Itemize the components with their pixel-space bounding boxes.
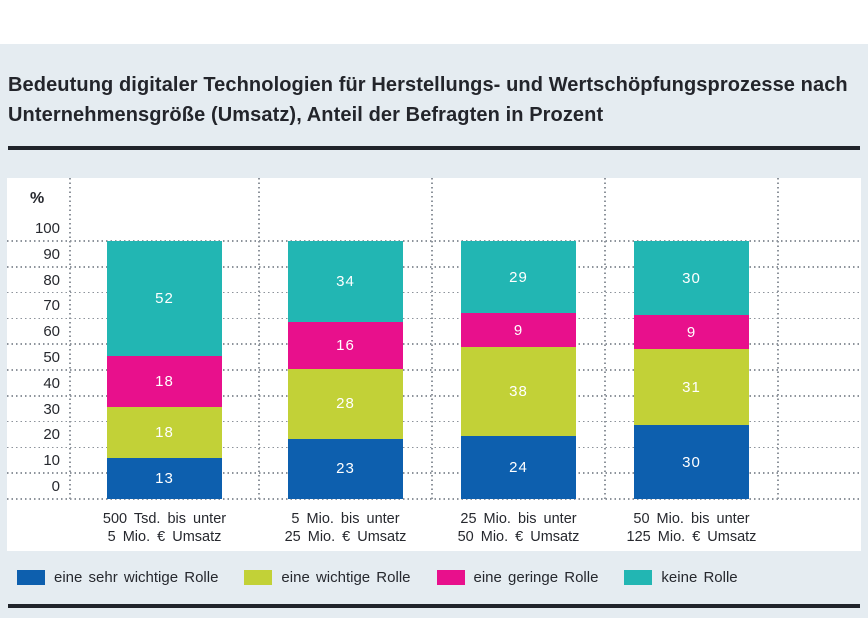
- legend-label: eine geringe Rolle: [473, 569, 599, 586]
- legend-swatch: [624, 570, 653, 585]
- gridline-h: [7, 472, 861, 474]
- bar-value-label: 31: [682, 378, 701, 396]
- chart-title: Bedeutung digitaler Technologien für Her…: [8, 70, 848, 130]
- gridline-v: [777, 178, 779, 499]
- bar-segment: 30: [634, 241, 749, 315]
- legend-swatch: [436, 570, 465, 585]
- legend-item: eine sehr wichtige Rolle: [17, 569, 218, 586]
- bar-value-label: 13: [155, 469, 174, 487]
- bar-segment: 34: [288, 241, 403, 322]
- stacked-bar: 13 18 18 52: [107, 241, 222, 499]
- stacked-bar: 24 38 9 29: [461, 241, 576, 499]
- y-axis-unit-label: %: [30, 190, 45, 207]
- y-tick-label: 40: [43, 374, 60, 392]
- y-tick-label: 30: [43, 400, 60, 418]
- bar-segment: 9: [461, 313, 576, 348]
- bar-value-label: 18: [155, 372, 174, 390]
- bar-value-label: 23: [336, 460, 355, 478]
- gridline-h: [7, 369, 861, 371]
- stacked-bar: 23 28 16 34: [288, 241, 403, 499]
- bar-segment: 18: [107, 355, 222, 407]
- bar-segment: 16: [288, 321, 403, 370]
- legend-label: eine wichtige Rolle: [281, 569, 411, 586]
- category-label-line: 25 Mio. € Umsatz: [284, 528, 407, 545]
- bar-value-label: 34: [336, 272, 355, 290]
- bar-value-label: 30: [682, 453, 701, 471]
- gridline-h: [7, 291, 861, 294]
- y-tick-label: 70: [43, 297, 60, 315]
- category-label-line: 5 Mio. € Umsatz: [107, 528, 222, 545]
- gridline-v: [69, 178, 71, 499]
- gridline-h: [7, 420, 861, 423]
- gridline-h: [7, 266, 861, 268]
- gridline-v: [604, 178, 606, 499]
- bar-segment: 38: [461, 347, 576, 437]
- y-tick-label: 80: [43, 271, 60, 289]
- category-label-line: 50 Mio. bis unter: [633, 511, 750, 527]
- bar-value-label: 38: [509, 383, 528, 401]
- legend-item: eine geringe Rolle: [436, 569, 599, 586]
- legend-swatch: [244, 570, 273, 585]
- gridline-h: [7, 240, 861, 242]
- y-tick-label: 10: [43, 452, 60, 470]
- y-tick-label: 0: [51, 478, 60, 495]
- bar-segment: 31: [634, 349, 749, 425]
- category-label: 5 Mio. bis unter 25 Mio. € Umsatz: [254, 511, 438, 546]
- category-label-line: 25 Mio. bis unter: [460, 511, 577, 527]
- category-label-line: 5 Mio. bis unter: [291, 511, 400, 527]
- gridline-h: [7, 498, 861, 500]
- legend-label: keine Rolle: [661, 569, 738, 586]
- chart-title-line1: Bedeutung digitaler Technologien für Her…: [8, 74, 848, 96]
- bar-value-label: 9: [513, 321, 524, 339]
- bottom-rule: [8, 604, 860, 608]
- legend-label: eine sehr wichtige Rolle: [54, 569, 219, 586]
- bar-value-label: 18: [155, 423, 174, 441]
- bar-value-label: 52: [155, 289, 174, 307]
- y-tick-label: 100: [34, 220, 60, 237]
- y-tick-label: 20: [43, 426, 60, 444]
- bar-value-label: 28: [336, 395, 355, 413]
- gridline-v: [431, 178, 433, 499]
- plot-area: % 100 90 80 70 60 50 40 30 20 10 0 13 18 18 52 500 Tsd.…: [7, 178, 861, 551]
- bar-segment: 24: [461, 436, 576, 499]
- bar-segment: 28: [288, 369, 403, 439]
- bar-segment: 18: [107, 406, 222, 458]
- gridline-h: [7, 343, 861, 345]
- y-tick-label: 60: [43, 323, 60, 341]
- legend-item: keine Rolle: [624, 569, 738, 586]
- legend-item: eine wichtige Rolle: [244, 569, 411, 586]
- bar-value-label: 30: [682, 269, 701, 287]
- category-label: 500 Tsd. bis unter 5 Mio. € Umsatz: [73, 511, 257, 546]
- category-label-line: 50 Mio. € Umsatz: [457, 528, 580, 545]
- bar-segment: 13: [107, 457, 222, 499]
- bar-value-label: 9: [686, 323, 697, 341]
- bar-value-label: 24: [509, 459, 528, 477]
- y-tick-label: 90: [43, 245, 60, 263]
- bar-segment: 30: [634, 425, 749, 499]
- gridline-h: [7, 317, 861, 320]
- bar-value-label: 16: [336, 337, 355, 355]
- bar-segment: 52: [107, 241, 222, 356]
- stacked-bar: 30 31 9 30: [634, 241, 749, 499]
- category-label-line: 500 Tsd. bis unter: [102, 511, 227, 527]
- chart-title-line2: Unternehmensgröße (Umsatz), Anteil der B…: [8, 104, 604, 126]
- category-label: 25 Mio. bis unter 50 Mio. € Umsatz: [427, 511, 611, 546]
- legend: eine sehr wichtige Rolle eine wichtige Ro…: [17, 569, 738, 586]
- category-label-line: 125 Mio. € Umsatz: [626, 528, 757, 545]
- bar-value-label: 29: [509, 268, 528, 286]
- y-tick-label: 50: [43, 349, 60, 366]
- title-rule: [8, 146, 860, 150]
- gridline-h: [7, 395, 861, 397]
- bar-segment: 23: [288, 438, 403, 499]
- legend-swatch: [17, 570, 45, 585]
- gridline-v: [258, 178, 260, 499]
- bar-segment: 9: [634, 315, 749, 350]
- gridline-h: [7, 446, 861, 449]
- category-label: 50 Mio. bis unter 125 Mio. € Umsatz: [600, 511, 784, 546]
- bar-segment: 29: [461, 241, 576, 314]
